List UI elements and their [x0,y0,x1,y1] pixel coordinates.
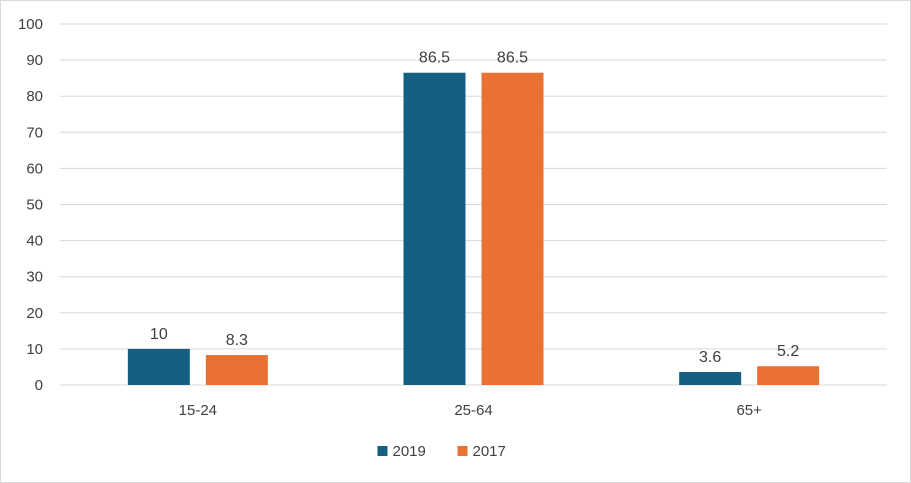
bar-2019-65+ [679,372,742,385]
y-axis: 0 10 20 30 40 50 60 70 80 90 100 [18,16,43,394]
gridlines [60,23,887,386]
legend-swatch-2017 [457,446,468,456]
y-tick-label: 20 [26,305,43,322]
data-labels: 10 8.3 86.5 86.5 3.6 5.2 [150,50,799,366]
y-tick-label: 50 [26,197,43,214]
y-tick-label: 70 [26,124,43,141]
x-axis: 15-24 25-64 65+ [179,402,762,419]
data-label: 3.6 [699,349,721,366]
bar-2019-15-24 [127,348,190,385]
data-label: 5.2 [777,343,799,360]
y-tick-label: 10 [26,341,43,358]
x-tick-label: 25-64 [454,402,492,419]
x-tick-label: 15-24 [179,402,217,419]
y-tick-label: 40 [26,233,43,250]
legend-swatch-2019 [377,446,388,456]
y-tick-label: 90 [26,52,43,69]
x-tick-label: 65+ [736,402,762,419]
data-label: 8.3 [226,332,248,349]
bar-2017-15-24 [205,355,268,385]
y-tick-label: 100 [18,16,43,33]
bars [127,72,820,386]
bar-2017-65+ [757,366,820,385]
data-label: 86.5 [419,50,450,67]
data-label: 86.5 [497,50,528,67]
y-tick-label: 60 [26,160,43,177]
legend-label-2019: 2019 [393,443,426,460]
y-tick-label: 80 [26,88,43,105]
legend-label-2017: 2017 [473,443,506,460]
y-tick-label: 30 [26,269,43,286]
data-label: 10 [150,326,168,343]
legend: 2019 2017 [377,443,506,460]
y-tick-label: 0 [35,377,43,394]
bar-2019-25-64 [403,72,466,386]
bar-2017-25-64 [481,72,544,386]
